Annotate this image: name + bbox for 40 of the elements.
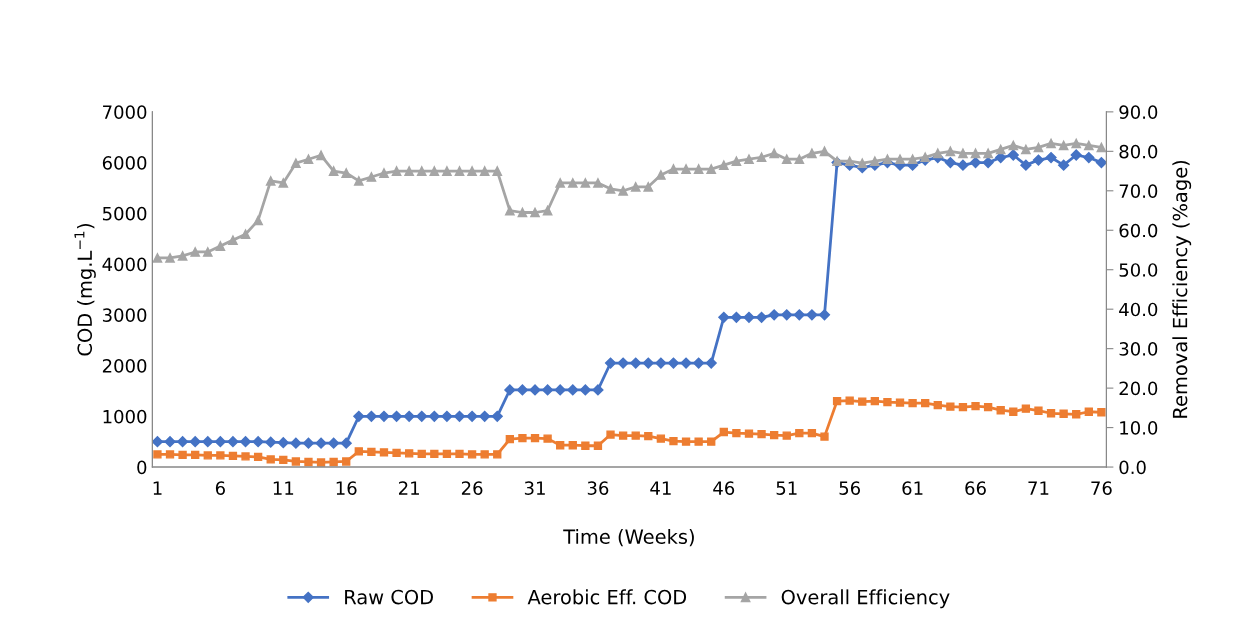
x-tick-label: 31 (524, 481, 545, 495)
y-axis-title: COD (mg.L$^{−1}$) (74, 224, 96, 356)
x-tick-label: 41 (650, 481, 671, 495)
y-tick-label: 4000 (102, 257, 147, 272)
y2-tick-label: 90.0 (1119, 105, 1158, 119)
x-axis-title: Time (Weeks) (563, 528, 694, 547)
x-tick-label: 16 (336, 481, 357, 495)
y-tick-label: 0 (137, 460, 147, 475)
y2-tick-label: 20.0 (1119, 381, 1158, 396)
y2-axis-title: Removal Efficiency (%age) (1172, 160, 1192, 418)
x-tick-label: 1 (153, 481, 162, 495)
y2-tick-label: 10.0 (1120, 421, 1158, 435)
x-tick-label: 71 (1028, 481, 1049, 495)
y-tick-label: 2000 (102, 359, 147, 373)
y2-tick-label: 0.0 (1119, 460, 1146, 475)
x-tick-label: 36 (587, 481, 609, 495)
y2-tick-label: 70.0 (1119, 184, 1158, 198)
legend-label: Raw COD (345, 589, 433, 605)
y2-tick-label: 60.0 (1119, 223, 1158, 238)
x-tick-label: 21 (398, 481, 419, 495)
x-tick-label: 76 (1091, 481, 1112, 495)
x-tick-label: 66 (965, 481, 986, 495)
y2-tick-label: 80.0 (1119, 144, 1158, 159)
x-tick-label: 11 (273, 481, 294, 495)
y-tick-label: 6000 (102, 156, 147, 170)
y-tick-label: 3000 (102, 308, 147, 322)
x-tick-label: 51 (776, 481, 797, 495)
y-tick-label: 7000 (103, 105, 147, 119)
legend-label: Overall Efficiency (781, 589, 950, 609)
y-tick-label: 1000 (103, 409, 147, 424)
y2-tick-label: 30.0 (1119, 342, 1158, 356)
x-tick-label: 56 (839, 481, 861, 495)
x-tick-label: 61 (902, 481, 923, 495)
x-tick-label: 46 (713, 481, 735, 495)
x-tick-label: 6 (215, 481, 225, 495)
y2-tick-label: 50.0 (1119, 263, 1158, 277)
legend-label: Aerobic Eff. COD (527, 589, 687, 605)
y-tick-label: 5000 (102, 206, 147, 221)
x-tick-label: 26 (461, 481, 483, 495)
y2-tick-label: 40.0 (1119, 302, 1158, 317)
